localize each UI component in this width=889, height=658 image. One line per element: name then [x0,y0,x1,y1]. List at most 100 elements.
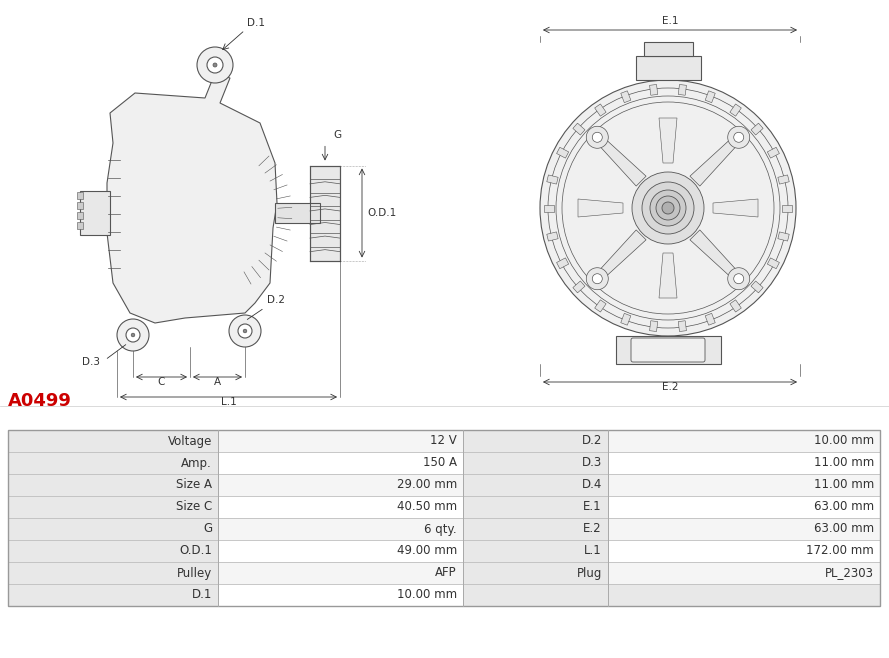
Text: 10.00 mm: 10.00 mm [813,434,874,447]
Polygon shape [557,258,569,268]
Text: 6 qty.: 6 qty. [424,522,457,536]
Circle shape [728,126,749,148]
Text: Pulley: Pulley [177,567,212,580]
Circle shape [540,80,796,336]
Bar [463,474,608,496]
Text: 11.00 mm: 11.00 mm [813,478,874,492]
Polygon shape [782,205,792,211]
Circle shape [586,268,608,290]
Text: A0499: A0499 [8,392,72,410]
Bar [77,192,83,199]
Bar [644,42,693,56]
Polygon shape [659,253,677,298]
Polygon shape [730,300,741,312]
Bar [615,336,720,364]
Text: PL_2303: PL_2303 [825,567,874,580]
Text: D.2: D.2 [581,434,602,447]
Text: G: G [203,522,212,536]
Circle shape [586,126,608,148]
FancyBboxPatch shape [631,338,705,362]
Polygon shape [650,320,658,332]
Polygon shape [690,134,741,186]
Bar [608,452,880,474]
Bar [218,496,463,518]
Text: 63.00 mm: 63.00 mm [813,522,874,536]
Bar [8,496,218,518]
Bar [8,452,218,474]
Text: Size C: Size C [176,501,212,513]
Text: C: C [158,377,165,387]
Bar [608,430,880,452]
Circle shape [642,182,694,234]
Circle shape [117,319,149,351]
Polygon shape [595,104,606,116]
Bar [218,430,463,452]
Polygon shape [595,230,646,282]
Text: D.4: D.4 [581,478,602,492]
Circle shape [733,132,744,142]
Text: 12 V: 12 V [430,434,457,447]
Text: D.1: D.1 [247,18,265,28]
Polygon shape [659,118,677,163]
Text: O.D.1: O.D.1 [179,545,212,557]
Polygon shape [547,232,558,241]
Bar [218,584,463,606]
Text: 63.00 mm: 63.00 mm [813,501,874,513]
Circle shape [632,172,704,244]
Bar [608,474,880,496]
Bar [77,202,83,209]
Text: 172.00 mm: 172.00 mm [806,545,874,557]
Bar [463,540,608,562]
Bar [77,212,83,219]
Polygon shape [547,175,558,184]
Polygon shape [778,232,789,241]
Circle shape [132,333,135,337]
Bar [608,518,880,540]
Bar [8,562,218,584]
Bar [463,518,608,540]
Bar [8,584,218,606]
Polygon shape [107,73,277,323]
Text: D.3: D.3 [82,357,100,367]
Text: 49.00 mm: 49.00 mm [396,545,457,557]
Bar [310,166,340,261]
Text: 40.50 mm: 40.50 mm [396,501,457,513]
Bar [218,562,463,584]
Text: L.1: L.1 [584,545,602,557]
Text: Plug: Plug [577,567,602,580]
Text: G: G [333,130,341,141]
Text: E.1: E.1 [583,501,602,513]
Bar [608,496,880,518]
Polygon shape [573,123,585,135]
Circle shape [238,324,252,338]
Polygon shape [650,84,658,95]
Bar [8,540,218,562]
Text: 29.00 mm: 29.00 mm [396,478,457,492]
Text: Size A: Size A [176,478,212,492]
Polygon shape [767,258,780,268]
Polygon shape [621,91,631,103]
Circle shape [207,57,223,73]
Text: A: A [214,377,221,387]
Circle shape [656,196,680,220]
Circle shape [592,132,602,142]
Text: D.3: D.3 [581,457,602,470]
Polygon shape [595,300,606,312]
Text: 11.00 mm: 11.00 mm [813,457,874,470]
Circle shape [733,274,744,284]
Text: 10.00 mm: 10.00 mm [396,588,457,601]
Circle shape [650,190,686,226]
Polygon shape [544,205,554,211]
Bar [463,496,608,518]
Bar [463,562,608,584]
Bar [463,584,880,606]
Polygon shape [705,91,716,103]
Polygon shape [678,84,686,95]
Polygon shape [767,147,780,158]
Circle shape [728,268,749,290]
Bar [463,430,608,452]
Text: E.2: E.2 [583,522,602,536]
Bar [218,452,463,474]
Bar [218,518,463,540]
Bar [8,430,218,452]
